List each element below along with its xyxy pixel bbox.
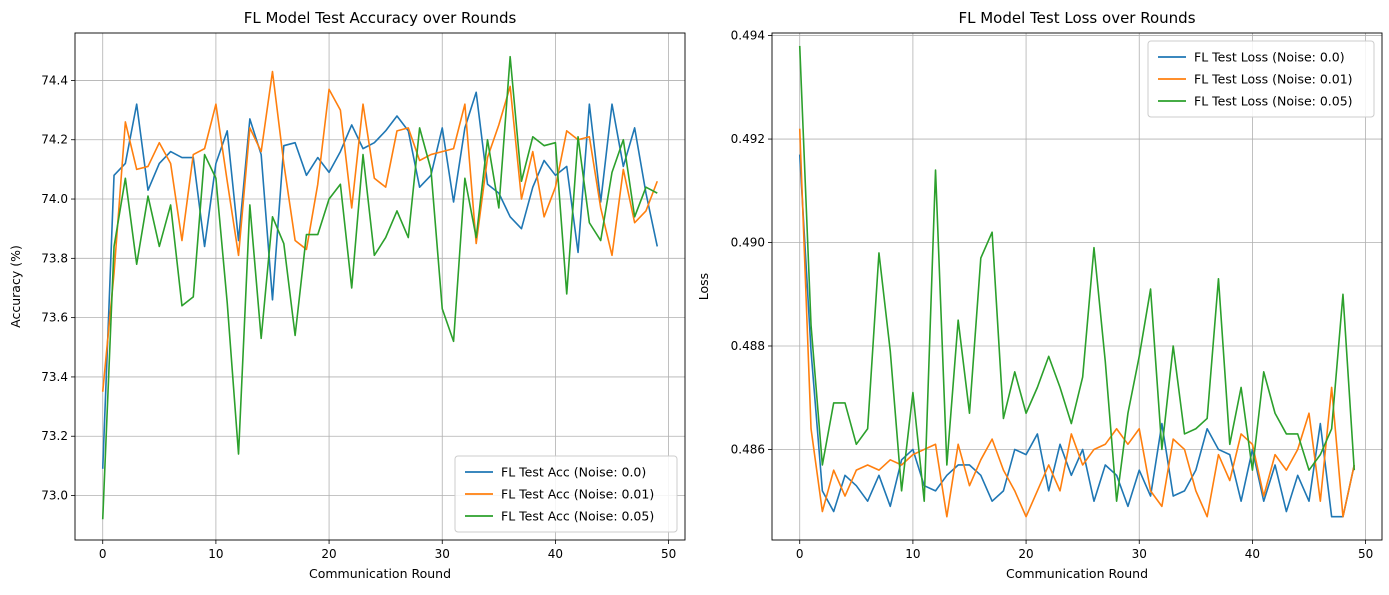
chart-title: FL Model Test Accuracy over Rounds — [244, 9, 517, 27]
y-tick-label: 73.6 — [41, 311, 68, 325]
legend-label-1: FL Test Acc (Noise: 0.0) — [501, 465, 646, 480]
legend-box — [1147, 40, 1375, 118]
y-tick-label: 0.494 — [731, 29, 765, 43]
y-axis-label: Loss — [696, 273, 711, 300]
y-tick-label: 74.0 — [41, 192, 68, 206]
legend-label-1: FL Test Loss (Noise: 0.0) — [1194, 50, 1345, 65]
x-tick-label: 50 — [1358, 547, 1373, 561]
y-tick-label: 73.0 — [41, 489, 68, 503]
legend: FL Test Loss (Noise: 0.0) FL Test Loss (N… — [1147, 40, 1375, 118]
legend-label-3: FL Test Loss (Noise: 0.05) — [1194, 94, 1353, 109]
x-tick-label: 50 — [661, 547, 676, 561]
y-tick-label: 73.4 — [41, 370, 68, 384]
series-line-1 — [101, 91, 659, 469]
series-line-3 — [798, 45, 1356, 503]
axes-frame — [74, 32, 686, 541]
x-tick-label: 20 — [1018, 547, 1033, 561]
x-axis-label: Communication Round — [309, 566, 451, 581]
series-line-2 — [798, 128, 1356, 518]
y-tick-label: 74.4 — [41, 73, 68, 87]
y-axis-label: Accuracy (%) — [8, 245, 23, 328]
x-tick-label: 0 — [796, 547, 804, 561]
series-line-3 — [101, 55, 658, 520]
series-line-2 — [101, 70, 659, 392]
chart-1: 0 10 20 30 40 50 73.0 73.2 73.4 73.6 73.8 74.0 74.2 7… — [8, 9, 686, 581]
chart-title: FL Model Test Loss over Rounds — [958, 9, 1195, 27]
y-tick-label: 0.492 — [731, 132, 765, 146]
legend-box — [454, 455, 678, 533]
series-line-1 — [798, 154, 1356, 518]
y-tick-label: 73.8 — [41, 251, 68, 265]
legend-label-2: FL Test Acc (Noise: 0.01) — [501, 487, 654, 502]
x-tick-label: 30 — [435, 547, 450, 561]
x-tick-label: 10 — [208, 547, 223, 561]
legend: FL Test Acc (Noise: 0.0) FL Test Acc (Noi… — [454, 455, 678, 533]
x-tick-label: 40 — [548, 547, 563, 561]
y-tick-label: 0.486 — [731, 442, 765, 456]
x-tick-label: 0 — [99, 547, 107, 561]
y-tick-label: 73.2 — [41, 429, 68, 443]
legend-label-3: FL Test Acc (Noise: 0.05) — [501, 509, 654, 524]
legend-label-2: FL Test Loss (Noise: 0.01) — [1194, 72, 1353, 87]
x-tick-label: 40 — [1245, 547, 1260, 561]
x-tick-label: 20 — [321, 547, 336, 561]
y-tick-label: 0.490 — [731, 236, 765, 250]
y-tick-label: 74.2 — [41, 133, 68, 147]
x-tick-label: 10 — [905, 547, 920, 561]
chart-2: 0 10 20 30 40 50 0.486 0.488 0.490 0.492 0.494 FL M… — [696, 9, 1383, 581]
x-tick-label: 30 — [1132, 547, 1147, 561]
axes-frame — [771, 32, 1383, 541]
y-tick-label: 0.488 — [731, 339, 765, 353]
x-axis-label: Communication Round — [1006, 566, 1148, 581]
